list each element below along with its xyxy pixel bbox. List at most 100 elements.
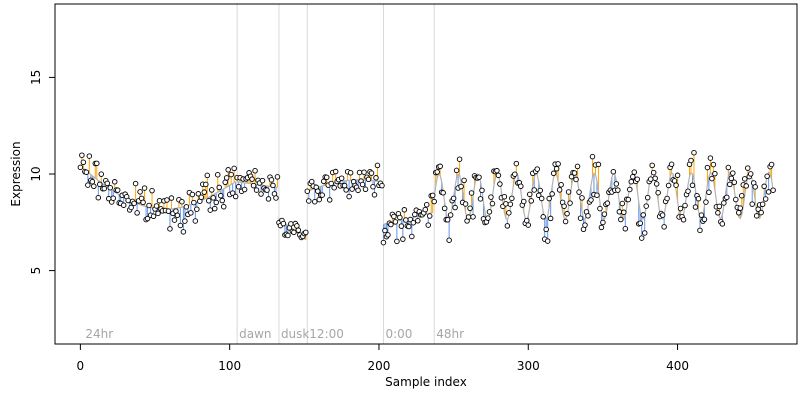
data-point (83, 169, 90, 175)
data-point (650, 169, 657, 176)
data-point (525, 222, 532, 228)
data-point (547, 215, 554, 222)
data-point (141, 185, 148, 191)
data-point (562, 218, 569, 225)
data-point (753, 213, 760, 219)
data-point (749, 201, 755, 207)
data-point (346, 193, 352, 200)
data-point (467, 205, 473, 212)
data-point (204, 172, 211, 179)
data-point (189, 191, 196, 198)
data-point (382, 227, 388, 234)
data-point (77, 164, 84, 171)
data-point (682, 202, 688, 209)
phase-label: 48hr (436, 327, 464, 341)
data-point (741, 176, 748, 182)
data-point (444, 217, 451, 223)
data-point (653, 181, 660, 187)
data-point (110, 195, 116, 201)
data-point (704, 164, 711, 171)
data-point (534, 166, 540, 172)
data-point (652, 175, 658, 182)
data-point (303, 229, 309, 236)
data-point (319, 192, 325, 198)
data-point (567, 200, 573, 206)
data-point (758, 209, 764, 216)
data-point (692, 204, 699, 210)
data-point (733, 196, 739, 203)
data-point (98, 171, 105, 177)
data-point (710, 161, 717, 168)
data-point (406, 223, 412, 230)
data-point (638, 235, 645, 241)
data-point (615, 187, 621, 193)
x-tick-label: 400 (666, 359, 689, 373)
data-point (368, 170, 375, 176)
data-point (477, 196, 484, 202)
data-point (134, 210, 140, 216)
data-point (434, 169, 440, 175)
data-point (446, 237, 452, 243)
data-point (437, 163, 443, 170)
data-point (356, 169, 363, 176)
data-point (258, 191, 264, 197)
y-tick-label: 10 (29, 166, 43, 181)
data-point (304, 188, 311, 194)
data-point (649, 162, 655, 169)
data-point (174, 212, 181, 219)
data-point (398, 223, 405, 229)
data-point (698, 212, 705, 218)
data-point (597, 205, 603, 212)
data-points (77, 149, 776, 246)
data-point (664, 195, 670, 202)
data-point (543, 226, 549, 233)
data-point (706, 189, 712, 196)
data-point (146, 202, 152, 209)
data-point (555, 161, 561, 167)
data-point (507, 201, 514, 207)
data-point (425, 222, 431, 228)
data-point (724, 194, 730, 201)
data-point (621, 209, 627, 216)
data-point (206, 198, 212, 204)
data-point (589, 153, 596, 160)
data-point (456, 156, 463, 162)
data-point (619, 200, 626, 207)
data-point (470, 214, 476, 220)
data-point (574, 163, 581, 170)
data-point (415, 218, 421, 224)
data-point (217, 192, 224, 199)
phase-label: dawn (239, 327, 271, 341)
data-point (571, 170, 578, 176)
data-point (328, 180, 334, 187)
data-point (288, 221, 294, 227)
data-point (485, 215, 491, 221)
data-point (613, 181, 620, 187)
data-point (440, 190, 446, 196)
data-point (600, 219, 606, 226)
data-point (188, 210, 194, 216)
data-point (610, 168, 617, 175)
data-point (241, 186, 248, 193)
data-point (85, 182, 91, 188)
data-point (374, 162, 381, 169)
trend-line (433, 171, 774, 222)
data-point (101, 185, 108, 192)
data-point (338, 175, 345, 181)
data-point (641, 230, 648, 236)
data-point (203, 181, 209, 188)
data-point (309, 178, 315, 185)
data-point (728, 175, 735, 182)
data-point (604, 200, 611, 206)
data-point (513, 160, 520, 167)
data-point (371, 192, 378, 198)
data-point (131, 200, 137, 207)
data-point (409, 233, 415, 240)
data-point (441, 205, 448, 212)
data-point (685, 188, 691, 194)
data-point (114, 187, 121, 193)
data-point (111, 179, 118, 185)
data-point (285, 232, 291, 239)
data-point (743, 183, 749, 189)
data-point (125, 197, 131, 204)
